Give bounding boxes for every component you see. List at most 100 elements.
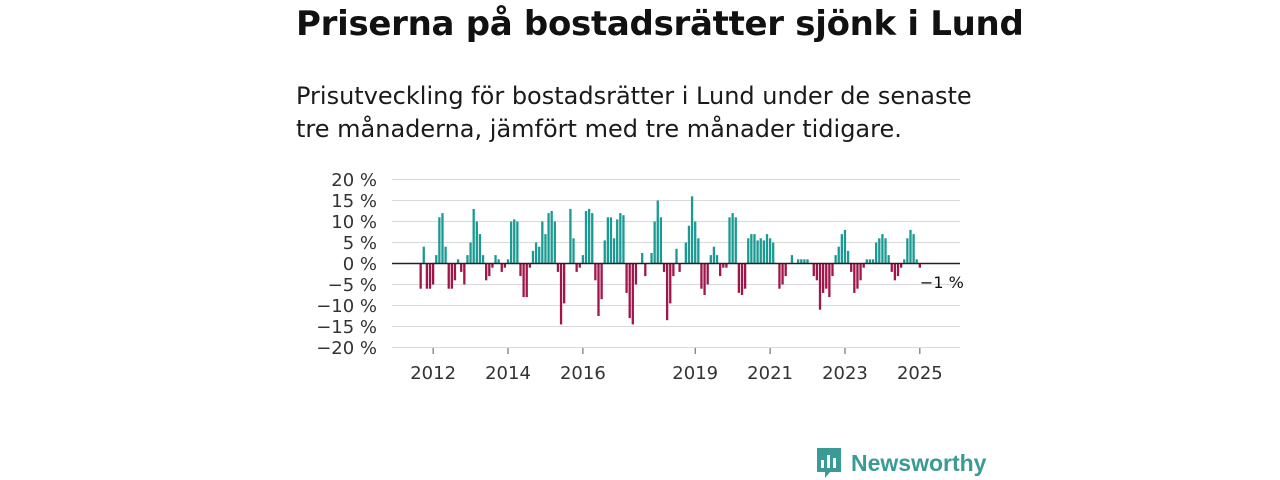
bar <box>694 221 697 264</box>
bar <box>431 263 435 285</box>
bar <box>884 238 887 264</box>
x-tick-label: 2012 <box>410 363 456 384</box>
bar <box>435 255 438 264</box>
bar <box>843 229 847 264</box>
newsworthy-logo-text: Newsworthy <box>851 449 987 476</box>
x-tick-label: 2014 <box>485 363 531 384</box>
bar <box>428 263 432 289</box>
y-tick-label: 0 % <box>343 254 377 275</box>
bar <box>840 234 843 264</box>
bar <box>915 259 918 264</box>
bar <box>622 215 625 264</box>
bar <box>453 263 457 281</box>
bar <box>712 246 716 264</box>
bar <box>800 259 803 264</box>
bar <box>509 221 513 264</box>
bar <box>616 219 619 264</box>
bar <box>781 263 784 285</box>
newsworthy-logo: Newsworthy <box>815 446 986 480</box>
bar <box>722 263 725 268</box>
bar <box>753 234 756 264</box>
bar <box>591 213 594 264</box>
bar <box>812 263 815 277</box>
x-tick-label: 2019 <box>672 363 718 384</box>
bar <box>850 263 853 272</box>
y-tick-label: 15 % <box>331 191 377 212</box>
bar <box>534 242 538 264</box>
bar <box>709 255 712 264</box>
bar <box>603 240 606 264</box>
bar <box>778 263 781 289</box>
bar <box>875 242 878 264</box>
y-tick-label: −15 % <box>316 317 377 338</box>
bar <box>759 238 762 264</box>
bar <box>903 259 906 264</box>
bar <box>628 263 631 319</box>
bar <box>522 263 525 298</box>
bar <box>519 263 522 277</box>
gridlines <box>392 179 960 348</box>
bar <box>803 259 806 264</box>
bar <box>525 263 528 298</box>
bar <box>538 246 541 264</box>
bar <box>650 253 653 264</box>
bar <box>740 263 744 295</box>
y-tick-label: −20 % <box>316 338 377 359</box>
bar <box>541 221 544 264</box>
bar <box>569 208 572 264</box>
bar <box>865 259 868 264</box>
bar <box>513 219 516 264</box>
x-tick-label: 2021 <box>747 363 793 384</box>
bar <box>456 259 460 264</box>
bar <box>669 263 672 304</box>
bar <box>918 263 921 268</box>
bar <box>472 208 475 264</box>
bar <box>619 213 622 264</box>
bar <box>506 259 510 264</box>
bar <box>597 263 600 316</box>
bar <box>550 211 553 264</box>
bar <box>475 221 478 264</box>
bar <box>687 225 691 264</box>
bar <box>547 213 550 264</box>
last-value-annotation: −1 % <box>920 273 964 292</box>
bar <box>653 221 656 264</box>
axes <box>392 262 960 354</box>
bar <box>675 248 678 264</box>
bar <box>737 263 741 293</box>
bar <box>715 255 719 264</box>
bar <box>665 263 669 321</box>
bar <box>659 217 663 264</box>
bar <box>612 238 616 264</box>
bar <box>485 263 488 281</box>
bar <box>481 255 485 264</box>
x-tick-label: 2023 <box>822 363 868 384</box>
bar <box>559 263 563 325</box>
bar <box>750 234 753 264</box>
bar <box>856 263 859 289</box>
bar <box>469 242 472 264</box>
bar <box>790 255 794 264</box>
bar <box>531 250 535 264</box>
bar <box>784 263 787 277</box>
y-tick-label: 20 % <box>331 170 377 191</box>
bar <box>734 217 737 264</box>
bar <box>859 263 862 281</box>
bar <box>909 229 912 264</box>
bar <box>450 263 453 289</box>
bar <box>553 221 556 264</box>
bar <box>563 263 566 304</box>
bar <box>581 255 585 264</box>
bar <box>678 263 681 272</box>
bar <box>503 263 507 268</box>
bar <box>441 213 444 264</box>
bar <box>725 263 728 268</box>
bar <box>634 263 638 285</box>
bar <box>488 263 491 277</box>
bar <box>625 263 628 293</box>
bar <box>862 263 865 268</box>
bar <box>497 259 500 264</box>
bar <box>896 263 900 277</box>
bar <box>881 234 884 264</box>
